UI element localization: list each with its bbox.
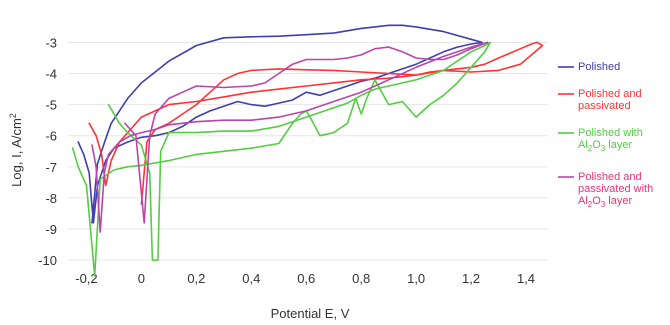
legend-label-text: Polished xyxy=(578,61,620,73)
legend-label-subscript: 3 xyxy=(601,200,606,209)
legend-label-text: layer xyxy=(605,195,632,207)
y-tick-label: -9 xyxy=(45,222,57,237)
y-tick-label: -5 xyxy=(45,98,57,113)
x-tick-label: 0,6 xyxy=(297,271,315,286)
y-tick-label: -3 xyxy=(45,35,57,50)
legend-label: Polished and xyxy=(578,171,642,183)
legend-label-text: Polished and xyxy=(578,88,642,100)
x-tick-label: 0,2 xyxy=(187,271,205,286)
gridlines xyxy=(68,41,548,261)
legend-label: Polished and xyxy=(578,88,642,100)
x-tick-labels: -0,2 0 0,2 0,4 0,6 0,8 1,0 1,2 1,4 xyxy=(75,271,535,286)
x-tick-label: 0,4 xyxy=(242,271,260,286)
y-axis-title: Log, I, A/cm2 xyxy=(8,113,24,187)
series-line-3 xyxy=(71,41,492,277)
legend-label: passivated with xyxy=(578,183,653,195)
y-tick-label: -4 xyxy=(45,67,57,82)
legend-label-text: O xyxy=(592,195,601,207)
x-axis-title: Potential E, V xyxy=(271,306,350,321)
x-tick-label: 1,0 xyxy=(407,271,425,286)
x-tick-label: -0,2 xyxy=(75,271,97,286)
legend-label-subscript: 3 xyxy=(601,144,606,153)
y-tick-labels: -3 -4 -5 -6 -7 -8 -9 -10 xyxy=(38,35,57,268)
legend-label: Al2O3 layer xyxy=(578,139,632,153)
x-tick-label: 0 xyxy=(138,271,145,286)
y-tick-label: -6 xyxy=(45,129,57,144)
y-axis-title-superscript: 2 xyxy=(8,113,18,118)
series-line-4 xyxy=(91,41,489,233)
legend-label-text: Polished with xyxy=(578,127,643,139)
legend-label-text: O xyxy=(592,139,601,151)
legend-label: Polished with xyxy=(578,127,643,139)
series-line-2 xyxy=(88,41,544,205)
legend-label-subscript: 2 xyxy=(588,200,593,209)
x-tick-label: 1,2 xyxy=(462,271,480,286)
legend-label-text: passivated with xyxy=(578,183,653,195)
legend-label: passivated xyxy=(578,100,631,112)
legend-label-text: Polished and xyxy=(578,171,642,183)
legend-label-subscript: 2 xyxy=(588,144,593,153)
legend-label-text: Al xyxy=(578,195,588,207)
y-tick-label: -7 xyxy=(45,160,57,175)
series-lines xyxy=(71,24,544,277)
y-tick-label: -8 xyxy=(45,191,57,206)
series-line-1 xyxy=(77,24,483,224)
y-tick-label: -10 xyxy=(38,253,57,268)
x-tick-label: 0,8 xyxy=(352,271,370,286)
legend-label-text: passivated xyxy=(578,100,631,112)
legend-label-text: layer xyxy=(605,139,632,151)
legend-label: Polished xyxy=(578,61,620,73)
legend-label-text: Al xyxy=(578,139,588,151)
y-axis-title-text: Log, I, A/cm xyxy=(9,118,24,187)
x-tick-label: 1,4 xyxy=(517,271,535,286)
legend-label: Al2O3 layer xyxy=(578,195,632,209)
